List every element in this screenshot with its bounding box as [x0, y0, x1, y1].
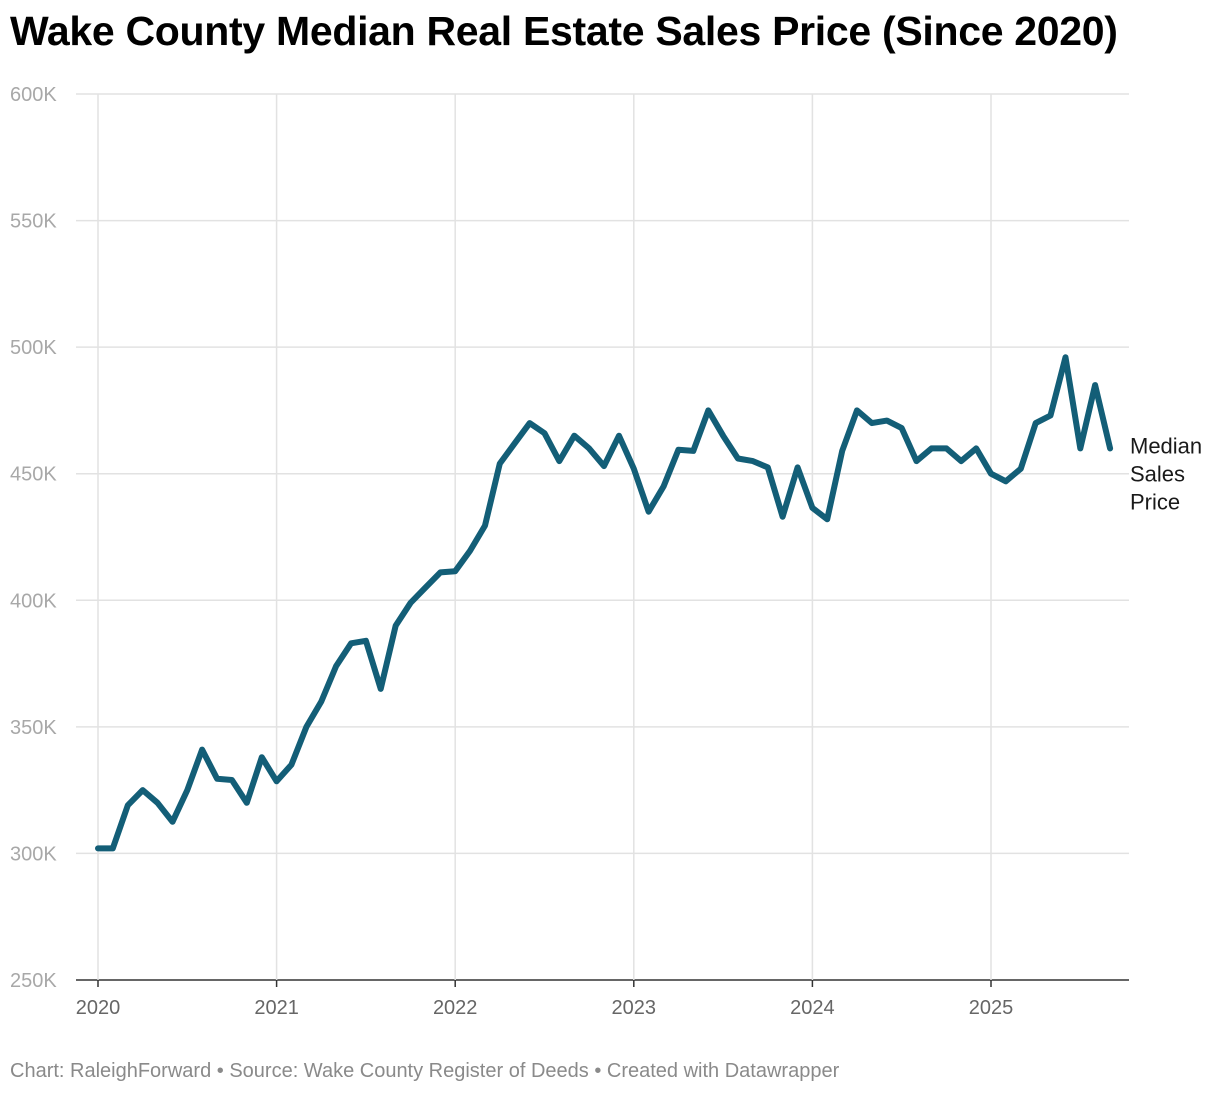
data-point — [1093, 383, 1097, 387]
data-point — [557, 459, 561, 463]
chart-title: Wake County Median Real Estate Sales Pri… — [10, 8, 1118, 54]
data-point — [617, 434, 621, 438]
data-point — [647, 510, 651, 514]
x-tick-label: 2023 — [612, 997, 657, 1019]
x-tick-label: 2021 — [254, 997, 299, 1019]
data-point — [721, 434, 725, 438]
data-point — [171, 820, 175, 824]
data-point — [156, 801, 160, 805]
data-point — [111, 846, 115, 850]
data-point — [319, 700, 323, 704]
data-point — [379, 687, 383, 691]
y-tick-label: 550K — [10, 211, 57, 233]
data-point — [543, 431, 547, 435]
data-point — [453, 569, 457, 573]
data-point — [409, 601, 413, 605]
footer-separator: • — [211, 1060, 230, 1082]
data-point — [394, 624, 398, 628]
data-point — [1004, 479, 1008, 483]
y-tick-label: 500K — [10, 337, 57, 359]
data-point — [825, 517, 829, 521]
data-point — [915, 459, 919, 463]
footer-chart-credit: Chart: RaleighForward — [10, 1060, 212, 1082]
x-tick-label: 2024 — [790, 997, 835, 1019]
data-point — [141, 788, 145, 792]
data-point — [989, 472, 993, 476]
x-tick-label: 2020 — [76, 997, 121, 1019]
data-point — [423, 586, 427, 590]
data-point — [632, 467, 636, 471]
footer-created-with: Created with Datawrapper — [606, 1060, 840, 1082]
data-point — [602, 464, 606, 468]
data-point — [662, 484, 666, 488]
footer-source: Source: Wake County Register of Deeds — [229, 1060, 589, 1082]
data-point — [1108, 446, 1112, 450]
data-point — [200, 748, 204, 752]
data-point — [1078, 446, 1082, 450]
y-tick-label: 600K — [10, 84, 57, 106]
data-point — [751, 459, 755, 463]
data-point — [185, 788, 189, 792]
data-point — [215, 777, 219, 781]
gridlines — [76, 93, 1129, 987]
data-point — [736, 457, 740, 461]
data-point — [1064, 355, 1068, 359]
y-tick-label: 450K — [10, 464, 57, 486]
data-point — [840, 449, 844, 453]
data-point — [587, 446, 591, 450]
data-point — [1049, 414, 1053, 418]
data-point — [528, 421, 532, 425]
data-point — [275, 779, 279, 783]
y-tick-label: 350K — [10, 717, 57, 739]
series-layer — [95, 354, 1114, 852]
y-axis-tick-labels: 250K 300K 350K 400K 450K 500K 550K 600K — [10, 84, 57, 992]
data-point — [900, 426, 904, 430]
data-point — [810, 506, 814, 510]
y-tick-label: 250K — [10, 970, 57, 992]
data-point — [1034, 421, 1038, 425]
data-point — [1019, 467, 1023, 471]
data-point — [438, 570, 442, 574]
data-point — [885, 419, 889, 423]
chart-footer: Chart: RaleighForward • Source: Wake Cou… — [10, 1060, 839, 1083]
data-point — [781, 515, 785, 519]
data-point — [855, 408, 859, 412]
data-point — [260, 755, 264, 759]
data-point — [304, 725, 308, 729]
data-point — [930, 446, 934, 450]
footer-separator: • — [588, 1060, 607, 1082]
y-tick-label: 300K — [10, 843, 57, 865]
data-point — [96, 846, 100, 850]
data-point — [974, 446, 978, 450]
data-point — [230, 778, 234, 782]
data-point — [944, 446, 948, 450]
data-point — [349, 641, 353, 645]
data-point — [766, 465, 770, 469]
y-tick-label: 400K — [10, 590, 57, 612]
data-point — [126, 803, 130, 807]
x-axis-tick-labels: 2020 2021 2022 2023 2024 2025 — [76, 997, 1014, 1019]
data-point — [245, 801, 249, 805]
data-point — [676, 448, 680, 452]
data-point — [483, 524, 487, 528]
data-point — [513, 441, 517, 445]
x-tick-label: 2022 — [433, 997, 478, 1019]
data-point — [364, 639, 368, 643]
series-label-median-sales-price: Median Sales Price — [1130, 433, 1202, 514]
data-point — [706, 408, 710, 412]
data-point — [289, 763, 293, 767]
series-line-median-sales-price — [95, 354, 1114, 852]
data-point — [959, 459, 963, 463]
data-point — [334, 664, 338, 668]
x-tick-label: 2025 — [969, 997, 1014, 1019]
data-point — [468, 549, 472, 553]
data-point — [498, 462, 502, 466]
data-point — [796, 465, 800, 469]
series-label-layer: Median Sales Price — [1130, 433, 1202, 514]
data-point — [870, 421, 874, 425]
data-point — [572, 434, 576, 438]
data-point — [691, 449, 695, 453]
